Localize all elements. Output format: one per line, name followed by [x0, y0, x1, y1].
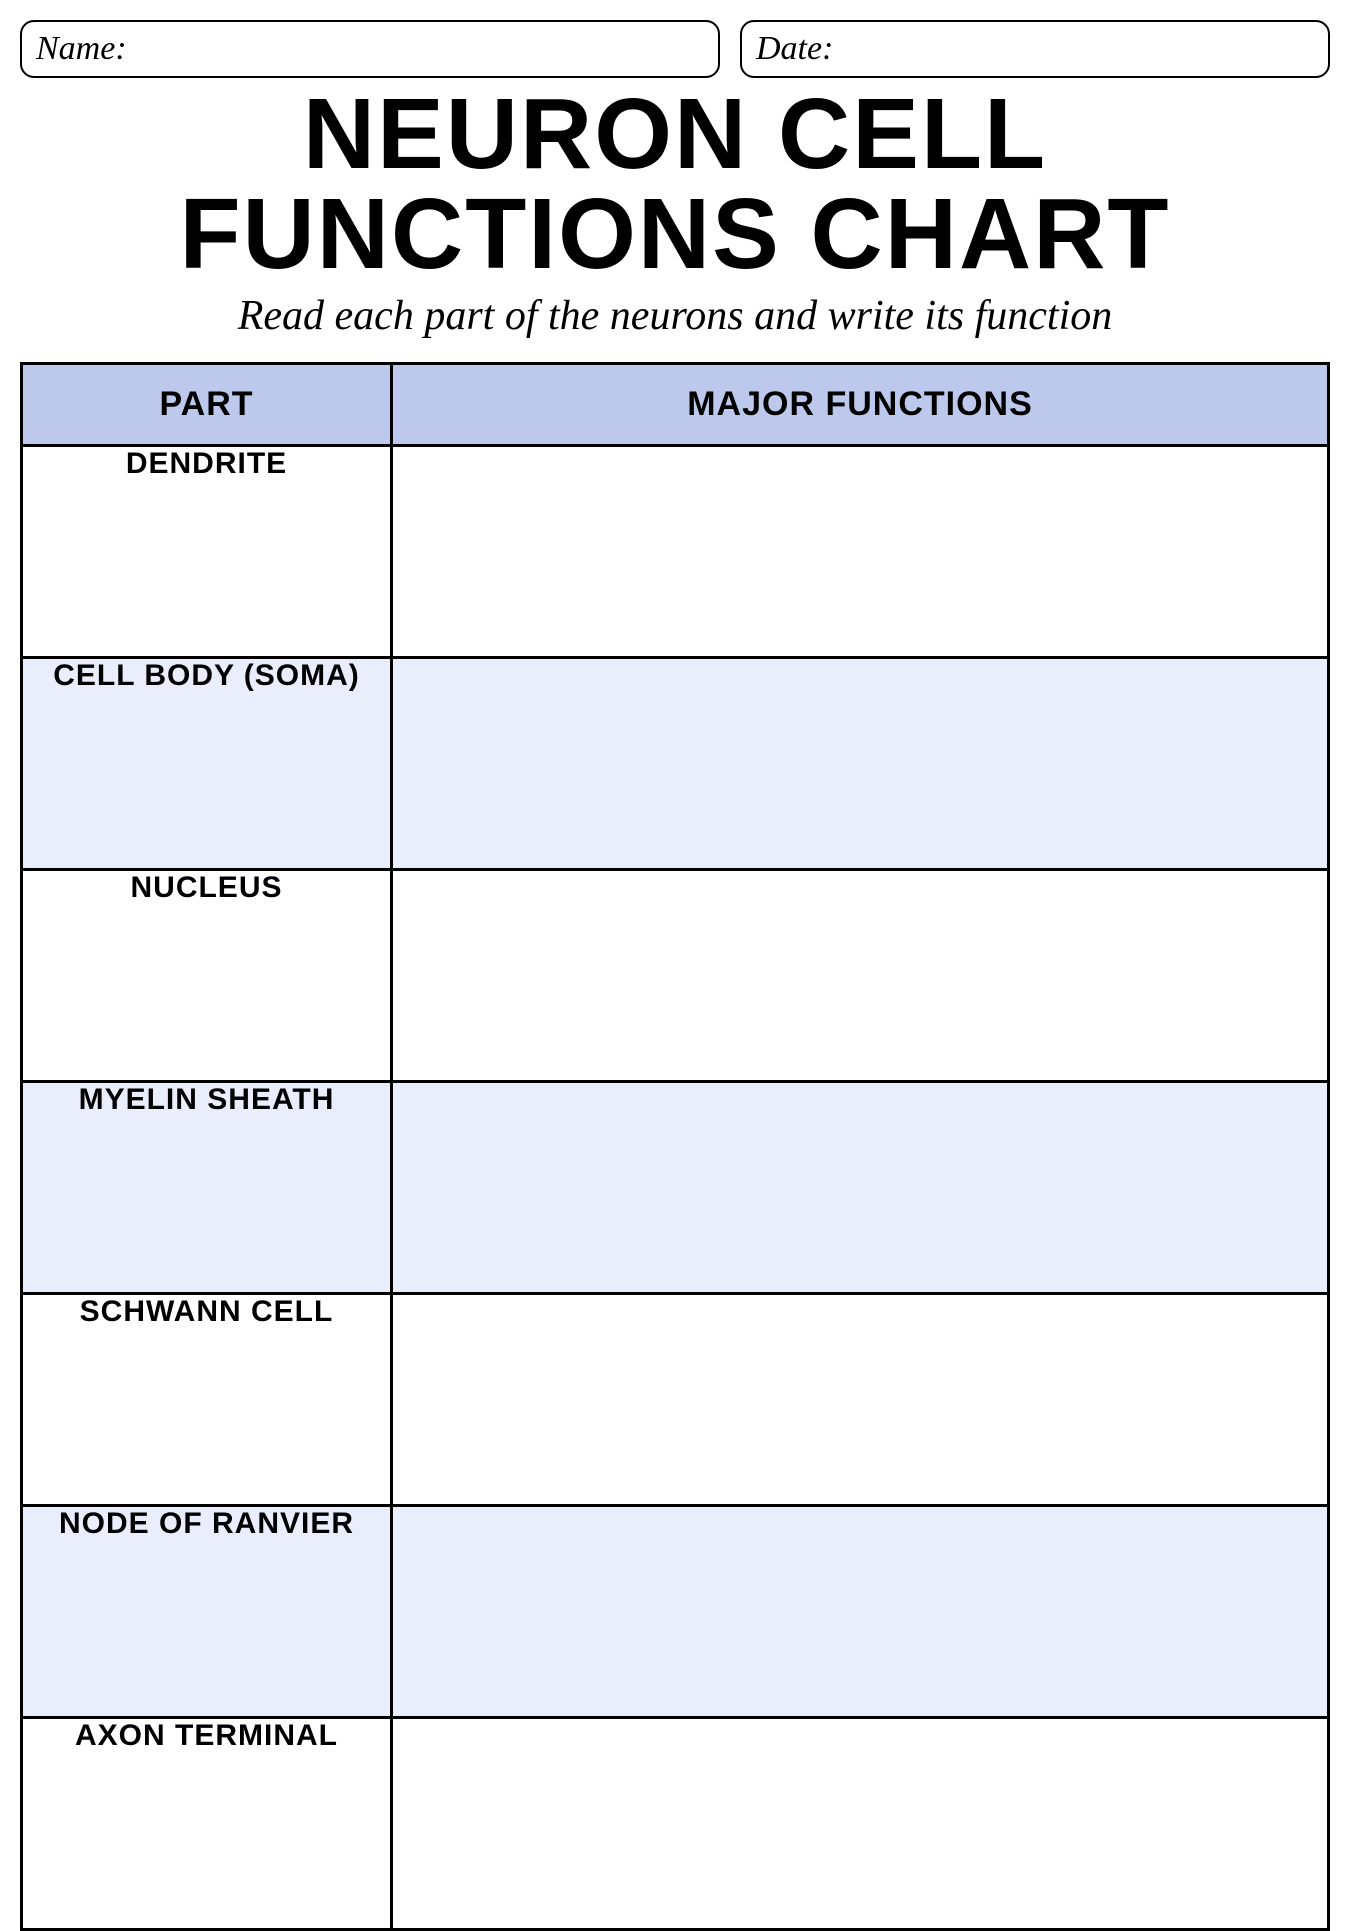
name-field[interactable]: Name:	[20, 20, 720, 78]
date-label: Date:	[756, 30, 833, 68]
table-row: NODE OF RANVIER	[22, 1506, 1329, 1718]
part-cell: AXON TERMINAL	[22, 1718, 392, 1930]
functions-cell[interactable]	[392, 446, 1329, 658]
table-row: SCHWANN CELL	[22, 1294, 1329, 1506]
functions-cell[interactable]	[392, 658, 1329, 870]
table-row: DENDRITE	[22, 446, 1329, 658]
table-row: CELL BODY (SOMA)	[22, 658, 1329, 870]
name-label: Name:	[36, 30, 127, 68]
functions-cell[interactable]	[392, 870, 1329, 1082]
part-cell: MYELIN SHEATH	[22, 1082, 392, 1294]
table-row: NUCLEUS	[22, 870, 1329, 1082]
col-header-part: PART	[22, 364, 392, 446]
page-subtitle: Read each part of the neurons and write …	[20, 292, 1330, 340]
table-row: MYELIN SHEATH	[22, 1082, 1329, 1294]
part-cell: DENDRITE	[22, 446, 392, 658]
table-row: AXON TERMINAL	[22, 1718, 1329, 1930]
header-fields-row: Name: Date:	[20, 20, 1330, 78]
part-cell: NODE OF RANVIER	[22, 1506, 392, 1718]
functions-cell[interactable]	[392, 1506, 1329, 1718]
worksheet-page: Name: Date: NEURON CELL FUNCTIONS CHART …	[0, 0, 1350, 1920]
date-field[interactable]: Date:	[740, 20, 1330, 78]
functions-table: PART MAJOR FUNCTIONS DENDRITE CELL BODY …	[20, 362, 1330, 1931]
page-title: NEURON CELL FUNCTIONS CHART	[20, 84, 1330, 284]
part-cell: NUCLEUS	[22, 870, 392, 1082]
functions-cell[interactable]	[392, 1718, 1329, 1930]
part-cell: CELL BODY (SOMA)	[22, 658, 392, 870]
part-cell: SCHWANN CELL	[22, 1294, 392, 1506]
table-header-row: PART MAJOR FUNCTIONS	[22, 364, 1329, 446]
functions-cell[interactable]	[392, 1294, 1329, 1506]
functions-cell[interactable]	[392, 1082, 1329, 1294]
col-header-functions: MAJOR FUNCTIONS	[392, 364, 1329, 446]
